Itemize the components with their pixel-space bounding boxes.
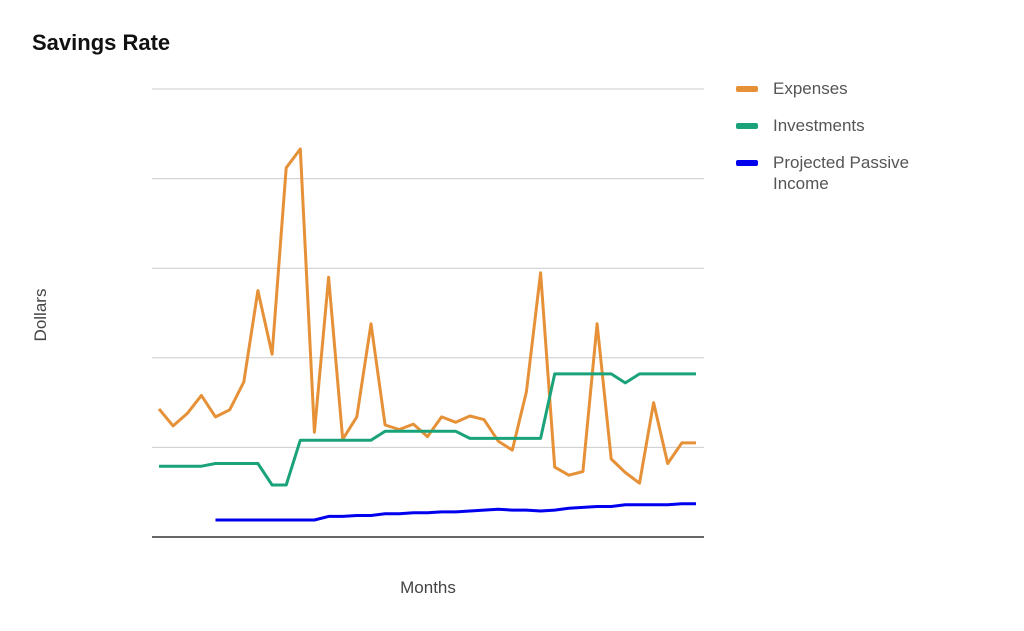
chart-title: Savings Rate — [32, 30, 171, 55]
x-axis-label: Months — [400, 578, 456, 597]
legend: Expenses Investments Projected Passive I… — [736, 78, 966, 210]
legend-item-expenses[interactable]: Expenses — [736, 78, 966, 99]
legend-item-investments[interactable]: Investments — [736, 115, 966, 136]
series-line-projected-passive-income[interactable] — [215, 502, 697, 522]
legend-label-projected-passive-income: Projected Passive Income — [773, 153, 910, 193]
series-line-investments[interactable] — [159, 372, 696, 487]
series-line-expenses[interactable] — [157, 147, 696, 485]
legend-item-projected-passive-income[interactable]: Projected Passive Income — [736, 152, 966, 194]
legend-swatch-expenses — [736, 86, 758, 92]
legend-swatch-projected-passive-income — [736, 160, 758, 166]
legend-label-expenses: Expenses — [773, 79, 848, 98]
legend-swatch-investments — [736, 123, 758, 129]
legend-label-investments: Investments — [773, 116, 865, 135]
